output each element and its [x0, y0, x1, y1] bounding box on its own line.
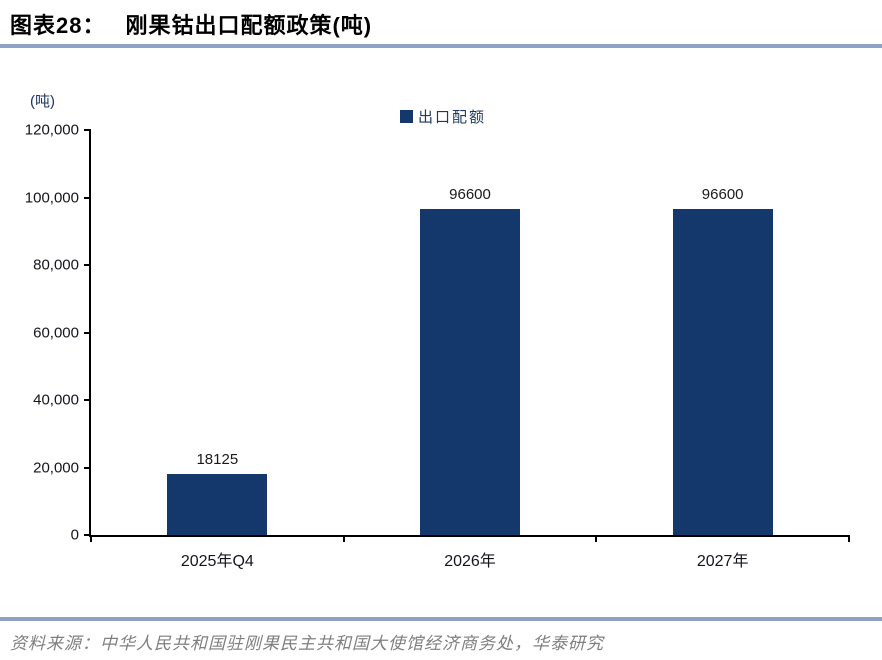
bar-value-label: 18125 — [196, 450, 239, 468]
bar-value-label: 96600 — [449, 185, 491, 203]
y-axis-tick-mark — [84, 196, 91, 199]
y-axis-tick-label: 80,000 — [33, 256, 79, 274]
y-axis-tick-mark — [84, 399, 91, 401]
x-axis-tick-mark — [342, 535, 345, 542]
y-axis-tick-label: 0 — [70, 526, 79, 544]
y-axis-tick-label: 100,000 — [24, 189, 79, 206]
legend-label: 出口配额 — [418, 109, 487, 126]
y-axis-tick-mark — [84, 129, 91, 131]
bottom-rule — [0, 617, 882, 621]
y-axis-tick-mark — [84, 534, 91, 536]
legend-swatch-icon — [400, 110, 413, 123]
x-axis-category-label: 2026年 — [444, 553, 496, 570]
bar — [167, 473, 268, 535]
x-axis-category-label: 2027年 — [696, 553, 749, 570]
title-rule — [0, 44, 882, 48]
figure-title-text: 刚果钴出口配额政策(吨) — [125, 13, 373, 38]
figure-title: 图表28： 刚果钴出口配额政策(吨) — [10, 8, 372, 40]
y-axis-tick-label: 120,000 — [24, 121, 79, 139]
plot-area: 0 20,000 40,000 60,000 80,000 100,000 120,000 1… — [25, 122, 850, 570]
chart-legend: 出口配额 — [400, 106, 486, 127]
source-note: 资料来源：中华人民共和国驻刚果民主共和国大使馆经济商务处，华泰研究 — [10, 634, 604, 653]
x-axis-category-label: 2025年Q4 — [180, 553, 254, 570]
y-axis-tick-label: 60,000 — [33, 324, 79, 341]
bar — [420, 208, 520, 535]
bar — [672, 208, 773, 535]
y-axis-tick-mark — [84, 466, 91, 469]
y-axis-tick-label: 20,000 — [33, 459, 79, 476]
bar-value-label: 96600 — [701, 185, 744, 203]
x-axis-tick-mark — [595, 535, 598, 542]
y-axis-tick-mark — [84, 331, 91, 334]
y-axis-tick-label: 40,000 — [33, 391, 79, 409]
x-axis-tick-mark — [848, 535, 850, 542]
figure-number: 图表28： — [10, 13, 106, 38]
x-axis-tick-mark — [90, 535, 92, 542]
y-axis-tick-mark — [84, 264, 91, 266]
y-axis-unit-label: (吨) — [30, 93, 55, 110]
